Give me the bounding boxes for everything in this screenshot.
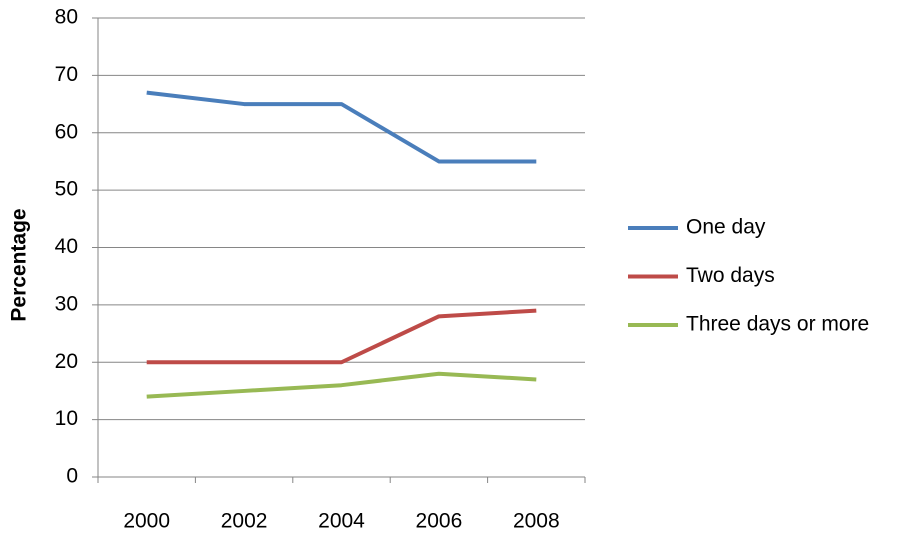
y-tick-label: 80 [55, 6, 78, 29]
y-tick-label: 30 [55, 292, 78, 315]
y-tick-label: 10 [55, 407, 78, 430]
x-tick-label: 2000 [123, 510, 170, 533]
series-line [146, 308, 537, 365]
y-tick-label: 20 [55, 350, 78, 373]
legend-label: Two days [686, 264, 775, 287]
x-tick-label: 2006 [416, 510, 463, 533]
series-line [146, 371, 537, 399]
legend-label: Three days or more [686, 313, 869, 336]
y-tick-label: 70 [55, 63, 78, 86]
y-tick-label: 60 [55, 120, 78, 143]
legend-label: One day [686, 216, 766, 239]
y-tick-label: 40 [55, 235, 78, 258]
x-tick-label: 2002 [221, 510, 268, 533]
y-axis-label: Percentage [8, 208, 31, 321]
x-tick-label: 2004 [318, 510, 365, 533]
x-tick-label: 2008 [513, 510, 560, 533]
series-line [146, 90, 537, 164]
y-tick-label: 0 [66, 465, 78, 488]
y-tick-label: 50 [55, 178, 78, 201]
